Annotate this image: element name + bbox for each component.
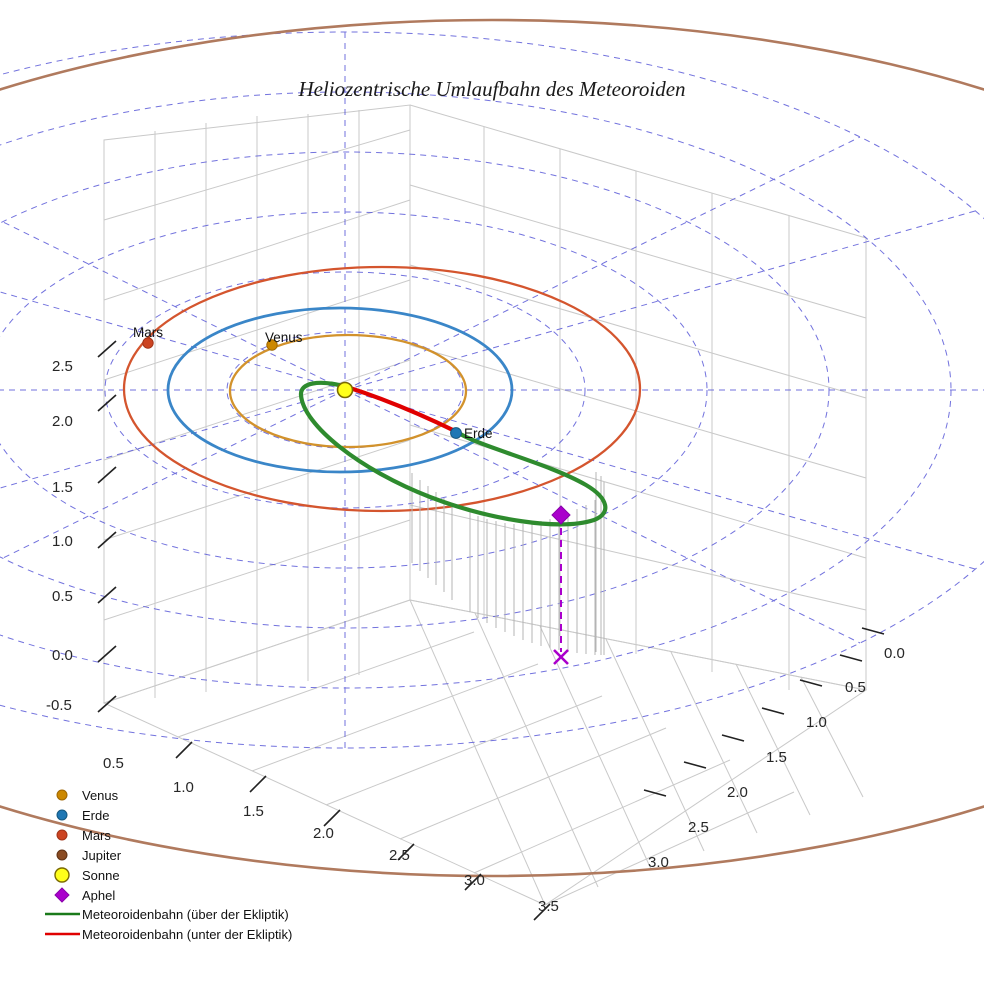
legend-label-mars: Mars xyxy=(82,828,111,843)
aphel-projection-cross xyxy=(553,649,569,665)
label-venus: Venus xyxy=(265,330,303,345)
legend-marker-erde xyxy=(56,809,68,821)
orbit-venus xyxy=(228,333,468,449)
legend-label-sonne: Sonne xyxy=(82,868,120,883)
marker-venus xyxy=(266,339,278,351)
axis-labels-left: 2.5 2.0 1.5 1.0 0.5 0.0 -0.5 xyxy=(46,358,73,714)
legend-label-aphel: Aphel xyxy=(82,888,115,903)
legend-label-jupiter: Jupiter xyxy=(82,848,122,863)
tick-br-5: 2.5 xyxy=(688,819,709,836)
orbit-erde xyxy=(166,306,514,474)
meteoroid-orbit-below xyxy=(344,384,460,435)
axis-ticks-bottom-right xyxy=(643,627,885,797)
legend-label-orbit-above: Meteoroidenbahn (über der Ekliptik) xyxy=(82,907,289,922)
legend-marker-venus xyxy=(56,789,68,801)
tick-left-0: 2.5 xyxy=(52,358,73,375)
axis-ticks-left xyxy=(97,340,117,713)
tick-bl-6: 3.5 xyxy=(538,898,559,915)
orbit-jupiter xyxy=(0,18,984,878)
tick-left-5: 0.0 xyxy=(52,647,73,664)
legend: Venus Erde Mars Jupiter Sonne Aphel Mete… xyxy=(45,788,292,942)
box-wall-grid xyxy=(103,104,411,703)
legend-marker-jupiter xyxy=(56,849,68,861)
tick-br-1: 0.5 xyxy=(845,679,866,696)
legend-marker-sonne xyxy=(54,867,70,883)
tick-bl-0: 0.5 xyxy=(103,755,124,772)
chart-title: Heliozentrische Umlaufbahn des Meteoroid… xyxy=(297,77,685,101)
tick-br-0: 0.0 xyxy=(884,645,905,662)
orbit-mars xyxy=(122,265,642,513)
legend-marker-aphel xyxy=(54,887,70,903)
tick-br-4: 2.0 xyxy=(727,784,748,801)
tick-left-4: 0.5 xyxy=(52,588,73,605)
tick-left-2: 1.5 xyxy=(52,479,73,496)
legend-label-venus: Venus xyxy=(82,788,119,803)
axis-labels-bottom-left: 0.5 1.0 1.5 2.0 2.5 3.0 3.5 xyxy=(103,755,559,915)
aphel-marker xyxy=(551,505,571,525)
tick-left-3: 1.0 xyxy=(52,533,73,550)
tick-bl-1: 1.0 xyxy=(173,779,194,796)
tick-left-1: 2.0 xyxy=(52,413,73,430)
tick-bl-5: 3.0 xyxy=(464,872,485,889)
tick-br-3: 1.5 xyxy=(766,749,787,766)
label-erde: Erde xyxy=(464,426,493,441)
marker-sonne xyxy=(336,381,354,399)
label-mars: Mars xyxy=(133,325,163,340)
meteoroid-orbit-above xyxy=(298,380,608,527)
floor-grid xyxy=(102,599,868,906)
tick-br-6: 3.0 xyxy=(648,854,669,871)
tick-br-2: 1.0 xyxy=(806,714,827,731)
tick-bl-3: 2.0 xyxy=(313,825,334,842)
legend-marker-mars xyxy=(56,829,68,841)
legend-label-erde: Erde xyxy=(82,808,109,823)
polar-grid xyxy=(0,31,984,749)
tick-bl-2: 1.5 xyxy=(243,803,264,820)
legend-label-orbit-below: Meteoroidenbahn (unter der Ekliptik) xyxy=(82,927,292,942)
axis-labels-bottom-right: 0.0 0.5 1.0 1.5 2.0 2.5 3.0 xyxy=(648,645,905,871)
tick-bl-4: 2.5 xyxy=(389,847,410,864)
marker-mars xyxy=(142,337,154,349)
axis-ticks-bottom-left xyxy=(175,741,551,921)
marker-erde xyxy=(450,427,462,439)
tick-left-6: -0.5 xyxy=(46,697,72,714)
